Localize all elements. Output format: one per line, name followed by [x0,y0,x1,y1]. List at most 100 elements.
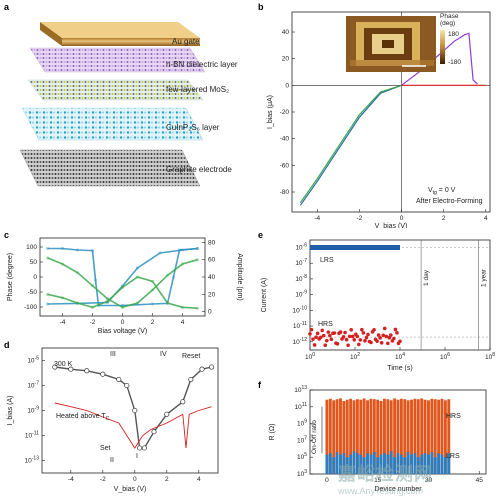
f-lrs-bar [430,452,434,474]
panel-f-resistance-chart: f 0 15 30 45 103 105 107 109 1011 1013 Device numb… [258,380,487,493]
region-i-label: I [136,453,138,460]
f-hrs-bar [403,399,407,474]
c-point [93,278,98,282]
mos2-layer [27,79,204,101]
f-lrs-bar [386,454,390,474]
c-point [150,302,155,306]
c-point [75,248,80,252]
b-ytick-label: -60 [280,162,290,169]
d-point [116,376,122,383]
d-point [209,364,215,370]
f-hrs-bar [379,400,383,474]
f-hrs-bar [413,398,417,474]
c-point [135,266,140,270]
b-ytick-label: 40 [282,29,290,36]
panel-e-label: e [258,230,263,240]
d-point [188,376,194,383]
c-point [135,301,140,305]
e-hrs-point [346,343,350,348]
f-hrs-bar [335,399,339,474]
f-hrs-bar [342,400,346,474]
c-point [90,305,95,309]
c-ylabel-left: Phase (degree) [7,253,14,301]
label-graphite: Graphite electrode [166,165,232,174]
b-ylabel: I_bias (μA) [267,95,274,129]
f-lrs-bar [332,457,336,474]
inset-phase-unit: (deg) [440,20,455,27]
f-lrs-bar [342,453,346,474]
c-ytick-right-label: 0 [208,309,212,316]
f-lrs-bar [352,451,356,474]
d-xlabel: V_bias (V) [114,486,147,493]
c-point [75,271,80,275]
f-hrs-bar [352,400,356,474]
e-hrs-point [363,339,367,343]
e-hrs-point [392,336,396,341]
d-point [132,407,138,414]
f-hrs-bar [376,399,380,474]
f-hrs-bar [325,399,329,474]
c-point [60,246,65,251]
b-xtick-label: 4 [484,215,488,222]
hrs-bar-label: HRS [446,413,461,420]
e-hrs-point [389,333,393,337]
f-lrs-bar [345,457,349,474]
e-hrs-point [381,333,386,338]
f-hrs-bar [383,398,386,474]
d-point [84,368,90,374]
e-ytick-label: 10-10 [293,305,308,314]
f-ytick-label: 107 [297,435,307,444]
c-point [180,262,185,266]
f-hrs-bar [437,399,441,474]
f-lrs-bar [339,454,342,474]
e-hrs-point [366,332,370,337]
f-hrs-bar [406,400,410,474]
e-hrs-point [309,327,314,332]
d-point [68,366,74,372]
cips-layer [21,107,204,141]
b-xtick-label: 0 [400,215,404,222]
c-ytick-right-label: 80 [208,239,216,246]
c-xlabel: Bias voltage (V) [98,328,147,335]
f-hrs-bar [430,398,434,474]
e-hrs-point [326,330,331,334]
e-hrs-point [375,339,379,343]
e-hrs-point [393,327,398,332]
c-point [90,284,95,288]
panel-e-retention-chart: e 100 102 104 106 108 10-6 10-7 10-8 10-9 10-10 10… [258,230,495,372]
e-ytick-label: 10-7 [295,258,307,267]
set-label: Set [100,445,111,452]
c-point [195,246,200,251]
e-hrs-point [385,341,390,346]
c-point [105,299,110,303]
c-ylabel-right: Amplitude (pm) [236,253,243,300]
e-hrs-point [369,340,373,345]
e-hrs-point [335,342,340,346]
e-hrs-point [323,343,328,348]
f-hrs-bar [366,400,369,474]
c-ytick-left-label: -100 [24,304,37,311]
f-hrs-bar [369,398,373,474]
region-iii-label: III [110,351,116,358]
f-lrs-bar [366,453,369,474]
e-hrs-point [311,337,315,341]
c-xtick-label: 0 [121,319,125,326]
c-ytick-right-label: 40 [208,274,216,281]
reset-label: Reset [182,353,200,360]
c-point [195,258,200,262]
f-lrs-bar [399,454,403,474]
d-ytick-label: 10-7 [27,381,39,390]
c-point [45,292,50,296]
c-point [165,301,170,305]
f-hrs-bar [389,400,393,474]
f-ytick-label: 105 [297,452,307,461]
e-ylabel: Current (A) [261,278,268,313]
e-hrs-point [378,336,382,340]
e-hrs-point [320,328,325,333]
e-hrs-point [360,327,364,332]
d-point [137,445,143,451]
heated-label: Heated above TC [56,413,110,422]
inset-phase-min: -180 [448,59,461,66]
f-lrs-bar [410,454,413,474]
